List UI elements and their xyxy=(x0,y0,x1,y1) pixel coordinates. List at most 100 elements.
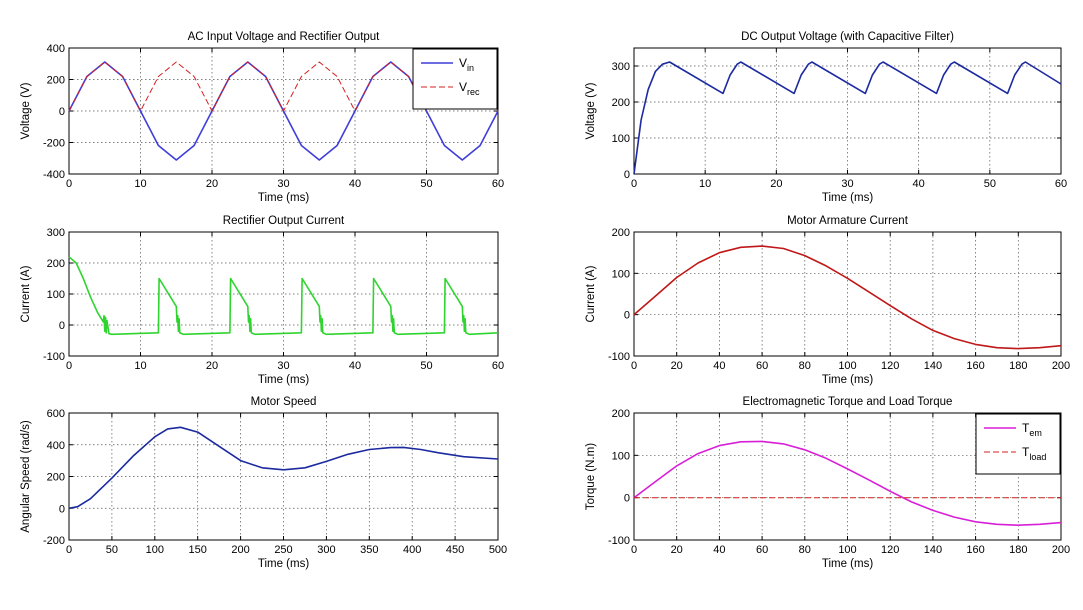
x-tick-label: 20 xyxy=(206,360,218,372)
x-tick-label: 100 xyxy=(838,544,856,556)
x-tick-label: 120 xyxy=(881,360,899,372)
x-tick-label: 50 xyxy=(420,360,432,372)
x-tick-label: 160 xyxy=(966,544,984,556)
x-tick-label: 40 xyxy=(349,360,361,372)
x-tick-label: 60 xyxy=(1055,178,1067,190)
y-tick-label: -400 xyxy=(43,169,65,181)
x-tick-label: 60 xyxy=(756,544,768,556)
y-tick-label: 100 xyxy=(612,268,630,280)
y-tick-label: 100 xyxy=(612,133,630,145)
x-tick-label: 500 xyxy=(489,544,507,556)
x-tick-label: 50 xyxy=(420,178,432,190)
x-tick-label: 80 xyxy=(799,544,811,556)
x-tick-label: 0 xyxy=(631,544,637,556)
x-tick-label: 40 xyxy=(349,178,361,190)
chart-title: AC Input Voltage and Rectifier Output xyxy=(188,31,381,43)
x-tick-label: 60 xyxy=(492,178,504,190)
x-tick-label: 0 xyxy=(631,178,637,190)
chart-1: 0 10 20 30 40 50 60 -400 -200 0 200 400 AC Input Vol… xyxy=(20,31,504,204)
x-tick-label: 0 xyxy=(631,360,637,372)
x-tick-label: 100 xyxy=(838,360,856,372)
x-tick-label: 30 xyxy=(841,178,853,190)
legend-box xyxy=(412,48,498,110)
x-tick-label: 140 xyxy=(924,544,942,556)
y-tick-label: 200 xyxy=(612,97,630,109)
x-axis-label: Time (ms) xyxy=(822,192,873,204)
y-tick-label: -100 xyxy=(43,351,65,363)
x-tick-label: 50 xyxy=(984,178,996,190)
y-tick-label: 0 xyxy=(59,503,65,515)
chart-6: 0 20 40 60 80 100 120 140 160 180 200-1000100200El… xyxy=(585,396,1070,570)
x-tick-label: 160 xyxy=(966,360,984,372)
legend-label-sub: load xyxy=(1029,452,1046,462)
series-line-1 xyxy=(68,426,499,510)
chart-2: 0 10 20 30 40 50 60 0 100 200 300 DC Output Voltage… xyxy=(585,31,1067,204)
y-axis-label: Voltage (V) xyxy=(20,82,32,139)
y-tick-label: 200 xyxy=(612,408,630,420)
y-tick-label: 400 xyxy=(47,440,65,452)
y-tick-label: 300 xyxy=(47,227,65,239)
x-tick-label: 30 xyxy=(277,178,289,190)
y-tick-label: 600 xyxy=(47,408,65,420)
x-tick-label: 60 xyxy=(492,360,504,372)
x-tick-label: 10 xyxy=(134,360,146,372)
x-tick-label: 200 xyxy=(1052,544,1070,556)
x-tick-label: 100 xyxy=(146,544,164,556)
y-axis-label: Current (A) xyxy=(585,265,597,322)
y-tick-label: -100 xyxy=(608,351,630,363)
chart-title: Rectifier Output Current xyxy=(223,215,345,227)
x-tick-label: 80 xyxy=(799,360,811,372)
y-tick-label: 0 xyxy=(624,493,630,505)
x-tick-label: 0 xyxy=(66,178,72,190)
x-tick-label: 450 xyxy=(446,544,464,556)
x-axis-label: Time (ms) xyxy=(258,374,309,386)
legend-label-main: V xyxy=(459,80,467,94)
legend-label-sub: em xyxy=(1029,428,1042,438)
x-tick-label: 60 xyxy=(756,360,768,372)
x-tick-label: 40 xyxy=(713,360,725,372)
series-line-1 xyxy=(633,440,1062,527)
x-tick-label: 0 xyxy=(66,360,72,372)
x-axis-label: Time (ms) xyxy=(258,558,309,570)
legend-label-main: T xyxy=(1022,421,1030,435)
x-tick-label: 400 xyxy=(403,544,421,556)
legend-label-sub: in xyxy=(467,63,474,73)
y-tick-label: 400 xyxy=(47,43,65,55)
y-tick-label: 200 xyxy=(612,227,630,239)
chart-title: Motor Armature Current xyxy=(787,215,909,227)
y-tick-label: 0 xyxy=(624,310,630,322)
y-tick-label: 300 xyxy=(612,61,630,73)
y-axis-label: Voltage (V) xyxy=(585,82,597,139)
x-tick-label: 250 xyxy=(274,544,292,556)
y-tick-label: 0 xyxy=(59,106,65,118)
x-tick-label: 0 xyxy=(66,544,72,556)
chart-title: Motor Speed xyxy=(251,396,317,408)
x-tick-label: 50 xyxy=(106,544,118,556)
x-tick-label: 20 xyxy=(671,360,683,372)
y-tick-label: -200 xyxy=(43,138,65,150)
chart-5: 0 50 100 150 200 250 300 350 400 450 500-200020040… xyxy=(20,396,507,570)
plot-area xyxy=(633,47,1062,175)
y-axis-label: Angular Speed (rad/s) xyxy=(20,420,32,533)
x-tick-label: 30 xyxy=(277,360,289,372)
y-tick-label: 100 xyxy=(612,450,630,462)
x-tick-label: 20 xyxy=(206,178,218,190)
x-tick-label: 10 xyxy=(134,178,146,190)
x-tick-label: 20 xyxy=(671,544,683,556)
legend-label: Tem xyxy=(1022,421,1042,438)
x-tick-label: 10 xyxy=(699,178,711,190)
x-tick-label: 180 xyxy=(1009,544,1027,556)
series-line-1 xyxy=(68,256,499,336)
series-line-1 xyxy=(633,61,1062,175)
legend-box xyxy=(975,413,1061,475)
y-tick-label: -200 xyxy=(43,535,65,547)
x-tick-label: 120 xyxy=(881,544,899,556)
x-tick-label: 180 xyxy=(1009,360,1027,372)
chart-title: Electromagnetic Torque and Load Torque xyxy=(743,396,953,408)
series-line-1 xyxy=(633,245,1062,350)
chart-title: DC Output Voltage (with Capacitive Filte… xyxy=(741,31,954,43)
x-axis-label: Time (ms) xyxy=(822,558,873,570)
